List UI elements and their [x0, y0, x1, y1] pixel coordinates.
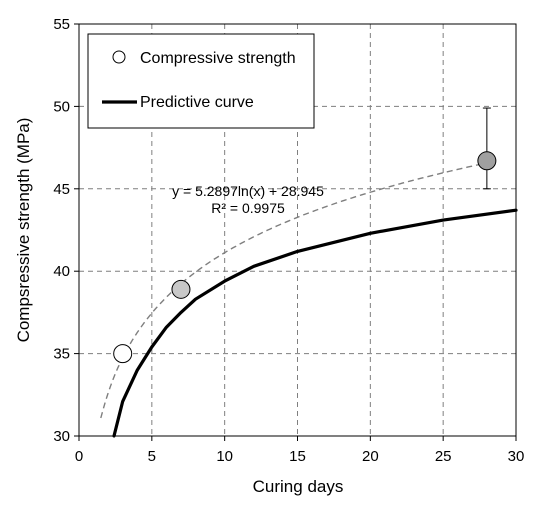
legend: Compressive strength Predictive curve	[87, 33, 315, 129]
x-tick-label: 30	[508, 448, 525, 465]
y-tick-label: 45	[53, 181, 70, 198]
y-tick-label: 30	[53, 428, 70, 445]
x-tick-label: 20	[362, 448, 379, 465]
x-tick-label: 25	[435, 448, 452, 465]
y-tick-label: 55	[53, 16, 70, 33]
legend-label-points: Compressive strength	[140, 50, 296, 67]
x-axis-title: Curing days	[253, 477, 344, 496]
predictive-curve	[112, 208, 518, 438]
data-point	[477, 151, 497, 171]
y-tick-label: 40	[53, 263, 70, 280]
x-tick-label: 10	[216, 448, 233, 465]
trendline-r-squared: R² = 0.9975	[211, 200, 285, 216]
x-tick-label: 15	[289, 448, 306, 465]
data-point	[171, 279, 191, 299]
legend-label-line: Predictive curve	[140, 94, 254, 111]
legend-marker-points	[112, 50, 126, 64]
trendline-equation: y = 5.2897ln(x) + 28.945	[172, 183, 324, 199]
y-axis-title: Compsressive strength (MPa)	[14, 118, 33, 343]
data-point	[113, 344, 133, 364]
x-tick-label: 0	[75, 448, 83, 465]
y-tick-label: 35	[53, 346, 70, 363]
legend-box	[87, 33, 315, 129]
y-tick-label: 50	[53, 98, 70, 115]
trendline-curve	[100, 162, 488, 419]
x-tick-label: 5	[148, 448, 156, 465]
